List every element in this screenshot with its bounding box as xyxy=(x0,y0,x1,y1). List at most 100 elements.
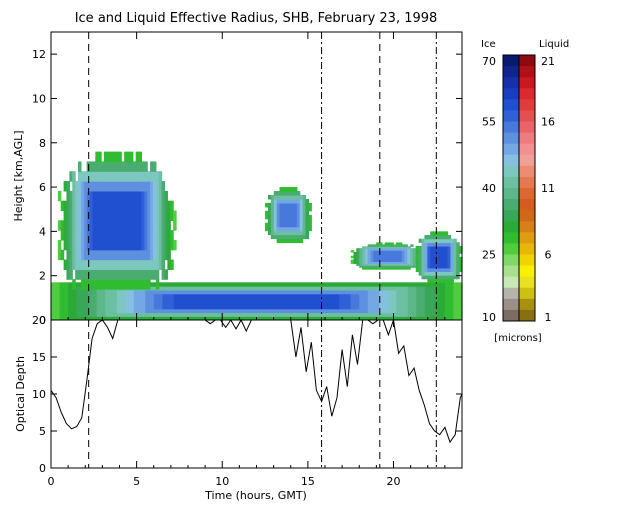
cloud-cell xyxy=(239,293,243,299)
cloud-cell xyxy=(89,269,94,280)
cloud-cell xyxy=(68,301,72,306)
cloud-cell xyxy=(207,316,212,321)
cloud-cell xyxy=(336,308,340,314)
cloud-cell xyxy=(436,289,440,295)
cloud-cell xyxy=(156,301,161,306)
cloud-cell xyxy=(265,301,269,306)
cloud-cell xyxy=(373,293,377,299)
cloud-cell xyxy=(128,289,132,295)
cloud-cell xyxy=(118,259,122,270)
cloud-cell xyxy=(450,297,455,302)
cloud-cell xyxy=(290,282,295,287)
cloud-cell xyxy=(459,316,463,321)
cloud-cell xyxy=(210,312,215,317)
cloud-cell xyxy=(279,218,284,224)
cloud-cell xyxy=(447,286,452,291)
optical-depth-axis-label: Optical Depth xyxy=(14,356,27,432)
cloud-cell xyxy=(384,251,389,255)
cloud-cell xyxy=(441,235,446,240)
cloud-cell xyxy=(376,255,380,259)
cloud-cell xyxy=(205,293,209,299)
cloud-cell xyxy=(170,301,175,306)
cloud-cell xyxy=(282,214,286,220)
cloud-cell xyxy=(227,289,232,295)
cloud-cell xyxy=(364,304,369,310)
cloud-cell xyxy=(65,289,69,295)
cloud-cell xyxy=(310,312,315,317)
cloud-cell xyxy=(164,190,168,202)
cloud-cell xyxy=(124,181,128,192)
cloud-cell xyxy=(155,259,160,270)
cloud-cell xyxy=(66,259,70,270)
cloud-cell xyxy=(384,246,389,249)
cloud-cell xyxy=(253,304,258,310)
cloud-cell xyxy=(210,304,215,310)
cloud-cell xyxy=(155,210,160,221)
cloud-cell xyxy=(413,304,417,310)
cloud-cell xyxy=(456,271,460,276)
cloud-cell xyxy=(219,316,223,321)
cloud-cell xyxy=(62,308,66,314)
cloud-cell xyxy=(282,206,286,212)
cloud-cell xyxy=(150,190,154,202)
cloud-cell xyxy=(362,261,366,264)
cloud-cell xyxy=(439,308,443,314)
cloud-cell xyxy=(453,264,457,269)
cloud-cell xyxy=(387,253,391,257)
cloud-cell xyxy=(285,218,289,224)
cloud-cell xyxy=(290,301,295,306)
cloud-cell xyxy=(453,249,457,254)
cloud-cell xyxy=(139,312,143,317)
cloud-cell xyxy=(367,297,372,302)
cloud-cell xyxy=(430,316,435,321)
cloud-cell xyxy=(288,206,292,212)
cloud-cell xyxy=(72,259,76,270)
cloud-cell xyxy=(282,226,286,232)
cloud-cell xyxy=(239,301,243,306)
cloud-cell xyxy=(413,286,417,291)
colorbar-liquid-swatch xyxy=(519,243,535,255)
cloud-cell xyxy=(327,297,332,302)
cloud-cell xyxy=(259,297,263,302)
cloud-cell xyxy=(387,293,392,299)
cloud-cell xyxy=(441,256,446,262)
cloud-cell xyxy=(161,239,166,251)
cloud-cell xyxy=(227,304,232,310)
cloud-cell xyxy=(173,289,178,295)
cloud-cell xyxy=(162,312,166,317)
cloud-cell xyxy=(381,263,386,266)
cloud-cell xyxy=(253,301,258,306)
cloud-cell xyxy=(118,161,122,172)
cloud-cell xyxy=(396,261,400,264)
cloud-cell xyxy=(72,190,76,202)
cloud-cell xyxy=(245,301,249,306)
cloud-cell xyxy=(435,242,440,247)
cloud-cell xyxy=(69,210,73,221)
cloud-cell xyxy=(364,297,369,302)
cloud-cell xyxy=(144,259,148,270)
cloud-cell xyxy=(135,200,140,212)
cloud-cell xyxy=(279,301,283,306)
cloud-cell xyxy=(145,316,149,321)
cloud-cell xyxy=(393,250,397,253)
cloud-cell xyxy=(373,251,377,255)
cloud-cell xyxy=(336,286,340,291)
cloud-cell xyxy=(359,251,363,255)
cloud-cell xyxy=(161,249,166,261)
cloud-cell xyxy=(438,245,443,251)
cloud-cell xyxy=(435,275,440,280)
cloud-cell xyxy=(459,297,463,302)
cloud-cell xyxy=(247,316,252,321)
cloud-cell xyxy=(247,293,252,299)
cloud-cell xyxy=(88,304,92,310)
cloud-cell xyxy=(102,289,106,295)
cloud-cell xyxy=(398,263,403,266)
cloud-cell xyxy=(447,271,452,276)
cloud-cell xyxy=(202,316,206,321)
cloud-cell xyxy=(421,256,426,262)
cloud-cell xyxy=(150,308,155,314)
cloud-cell xyxy=(82,312,86,317)
cloud-cell xyxy=(135,181,140,192)
cloud-cell xyxy=(421,242,426,247)
cloud-cell xyxy=(262,308,266,314)
